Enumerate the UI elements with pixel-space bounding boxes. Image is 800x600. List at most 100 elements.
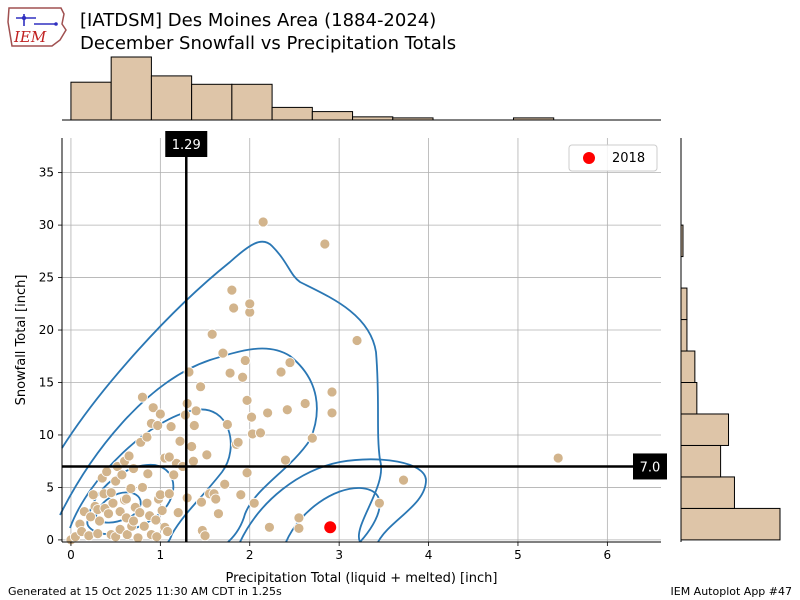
top-histogram xyxy=(62,56,661,121)
scatter-point xyxy=(241,467,253,479)
scatter-point xyxy=(152,420,164,431)
x-tick-label: 1 xyxy=(157,548,165,562)
scatter-point xyxy=(94,515,105,527)
scatter-point xyxy=(221,419,233,430)
right-histogram-bar xyxy=(680,381,698,415)
scatter-point xyxy=(188,420,200,431)
top-histogram-bar xyxy=(110,56,152,121)
scatter-point xyxy=(239,355,251,366)
scatter-point xyxy=(244,298,256,310)
scatter-point xyxy=(280,454,291,466)
chart-title-line1: [IATDSM] Des Moines Area (1884-2024) xyxy=(80,10,437,31)
x-tick-label: 0 xyxy=(67,548,75,562)
generated-timestamp: Generated at 15 Oct 2025 11:30 AM CDT in… xyxy=(8,585,282,598)
scatter-point xyxy=(154,489,166,501)
scatter-point xyxy=(201,449,213,461)
scatter-point xyxy=(114,524,126,535)
scatter-point xyxy=(188,455,199,467)
y-tick-label: 35 xyxy=(39,166,54,180)
scatter-point xyxy=(141,431,153,443)
right-histogram-bar xyxy=(680,507,781,541)
mean-x-label-box xyxy=(165,131,208,157)
scatter-point xyxy=(128,463,139,474)
scatter-point xyxy=(132,532,144,544)
legend-label: 2018 xyxy=(612,151,645,166)
scatter-point xyxy=(174,435,186,447)
scatter-point xyxy=(163,488,175,500)
scatter-point xyxy=(255,427,266,439)
right-histogram-bar xyxy=(680,413,730,446)
scatter-point xyxy=(101,466,113,478)
x-tick-label: 2 xyxy=(246,548,254,562)
scatter-point xyxy=(125,483,137,494)
top-histogram-bar xyxy=(311,111,354,121)
scatter-point xyxy=(552,452,564,464)
y-tick-label: 20 xyxy=(39,323,54,337)
iem-logo: IEM xyxy=(6,4,68,50)
scatter-point xyxy=(162,526,173,537)
scatter-point xyxy=(150,514,162,526)
scatter-point xyxy=(373,497,385,509)
scatter-point xyxy=(326,386,338,398)
top-histogram-bar xyxy=(191,83,233,121)
scatter-points xyxy=(65,216,564,546)
scatter-point xyxy=(293,522,305,534)
legend-marker xyxy=(583,152,595,164)
scatter-point xyxy=(168,469,180,481)
kde-contour-3 xyxy=(69,408,232,543)
scatter-point xyxy=(217,347,229,359)
scatter-point xyxy=(219,478,231,490)
x-tick-label: 6 xyxy=(604,548,612,562)
scatter-point xyxy=(206,328,218,340)
scatter-point xyxy=(275,366,287,378)
axes: 0 1 2 3 4 5 6 0 5 10 15 20 25 30 35 Precipitation Total… xyxy=(14,138,661,586)
scatter-point xyxy=(151,531,163,543)
scatter-point xyxy=(116,469,128,481)
mean-y-label: 7.0 xyxy=(640,460,661,475)
logo-text: IEM xyxy=(13,28,47,46)
mean-y-label-box xyxy=(633,453,667,480)
mean-x-label: 1.29 xyxy=(172,138,201,153)
scatter-point xyxy=(147,402,159,414)
scatter-point xyxy=(246,411,257,423)
scatter-point xyxy=(128,515,139,527)
scatter-point xyxy=(319,238,331,250)
scatter-point xyxy=(85,511,97,523)
top-histogram-bar xyxy=(70,81,112,121)
kde-contour-6 xyxy=(239,458,427,543)
y-tick-label: 10 xyxy=(39,428,54,442)
chart-title-line2: December Snowfall vs Precipitation Total… xyxy=(80,33,457,54)
scatter-point xyxy=(172,507,184,519)
scatter-point xyxy=(213,508,224,520)
scatter-point xyxy=(326,407,338,419)
right-histogram-bar xyxy=(680,350,696,383)
right-histogram-bar xyxy=(680,476,735,509)
scatter-point xyxy=(237,371,248,383)
scatter-point xyxy=(199,530,211,542)
scatter-point xyxy=(262,407,274,419)
x-tick-label: 4 xyxy=(425,548,433,562)
scatter-point xyxy=(248,497,260,509)
scatter-point xyxy=(257,216,269,228)
legend-box xyxy=(568,144,658,172)
right-histogram-bar xyxy=(680,319,688,352)
scatter-point xyxy=(226,284,238,296)
top-histogram-bar xyxy=(150,75,193,121)
scatter-point xyxy=(190,405,202,417)
scatter-point xyxy=(123,450,135,462)
top-histogram-bar xyxy=(231,83,273,121)
y-axis-label: Snowfall Total [inch] xyxy=(14,275,29,406)
scatter-point xyxy=(228,302,240,314)
scatter-point xyxy=(134,507,146,519)
scatter-point xyxy=(224,367,236,379)
y-tick-label: 25 xyxy=(39,271,54,285)
scatter-point xyxy=(398,474,409,486)
scatter-point xyxy=(235,489,247,501)
kde-contour-2 xyxy=(59,347,318,543)
x-tick-label: 5 xyxy=(514,548,522,562)
scatter-point xyxy=(154,408,166,420)
scatter-point xyxy=(299,398,311,409)
mean-lines: 1.29 7.0 xyxy=(62,131,667,542)
